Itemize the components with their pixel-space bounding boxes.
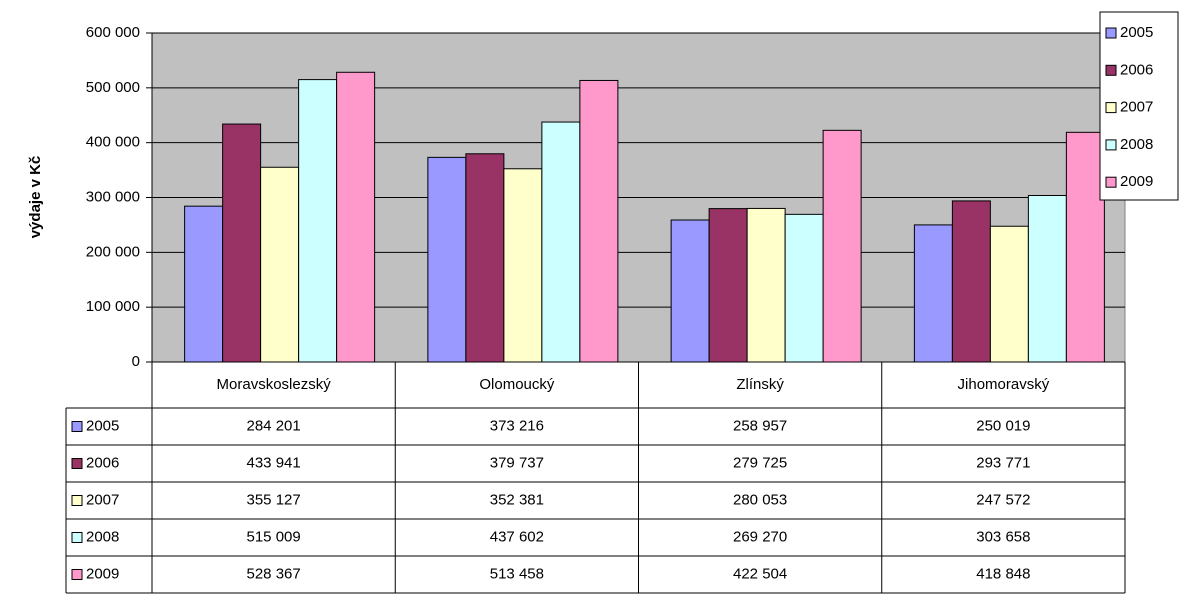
table-value: 437 602: [490, 528, 544, 545]
table-legend-key: [71, 421, 83, 432]
legend-label: 2009: [1120, 173, 1153, 190]
table-value: 418 848: [976, 565, 1030, 582]
table-value: 379 737: [490, 454, 544, 471]
bar: [708, 208, 748, 363]
table-value: 258 957: [733, 417, 787, 434]
legend-key: [1105, 102, 1117, 114]
table-series-label: 2006: [86, 454, 119, 471]
legend-key: [1105, 64, 1117, 76]
bar: [989, 225, 1029, 363]
bar: [822, 129, 862, 363]
x-tick-label: Moravskoslezský: [217, 376, 332, 393]
bar: [503, 168, 543, 363]
bar: [913, 224, 953, 363]
x-tick-label: Jihomoravský: [958, 376, 1050, 393]
legend-label: 2007: [1120, 99, 1153, 116]
bar: [670, 219, 710, 363]
bar: [298, 79, 338, 363]
table-value: 355 127: [247, 491, 301, 508]
y-tick-label: 200 000: [86, 243, 140, 260]
table-legend-key: [71, 458, 83, 469]
y-tick-label: 300 000: [86, 188, 140, 205]
y-tick-label: 400 000: [86, 134, 140, 151]
y-axis-label: výdaje v Kč: [27, 156, 44, 239]
y-tick-label: 100 000: [86, 298, 140, 315]
legend-key: [1105, 176, 1117, 188]
table-value: 247 572: [976, 491, 1030, 508]
bar: [465, 153, 505, 363]
table-value: 303 658: [976, 528, 1030, 545]
table-value: 284 201: [247, 417, 301, 434]
table-legend-key: [71, 532, 83, 543]
y-tick-label: 600 000: [86, 24, 140, 41]
table-value: 373 216: [490, 417, 544, 434]
bar: [541, 121, 581, 363]
legend-key: [1105, 27, 1117, 39]
legend-key: [1105, 139, 1117, 151]
legend-label: 2008: [1120, 136, 1153, 153]
legend-box: [1099, 11, 1179, 201]
y-tick-label: 500 000: [86, 79, 140, 96]
table-value: 352 381: [490, 491, 544, 508]
table-value: 279 725: [733, 454, 787, 471]
bar: [1065, 131, 1105, 363]
table-value: 433 941: [247, 454, 301, 471]
table-legend-key: [71, 569, 83, 580]
bar: [336, 71, 376, 363]
bar: [784, 213, 824, 363]
table-series-label: 2008: [86, 528, 119, 545]
bar: [222, 123, 262, 363]
bar: [746, 207, 786, 363]
table-value: 293 771: [976, 454, 1030, 471]
table-value: 513 458: [490, 565, 544, 582]
bar: [1027, 194, 1067, 363]
table-value: 422 504: [733, 565, 787, 582]
y-tick-label: 0: [132, 353, 140, 370]
legend-label: 2006: [1120, 61, 1153, 78]
table-value: 269 270: [733, 528, 787, 545]
table-series-label: 2009: [86, 565, 119, 582]
x-tick-label: Olomoucký: [479, 376, 555, 393]
bar: [184, 205, 224, 363]
table-series-label: 2005: [86, 417, 119, 434]
bar: [579, 79, 619, 363]
table-value: 250 019: [976, 417, 1030, 434]
table-value: 515 009: [247, 528, 301, 545]
table-legend-key: [71, 495, 83, 506]
bar: [427, 156, 467, 363]
legend-label: 2005: [1120, 24, 1153, 41]
table-value: 280 053: [733, 491, 787, 508]
table-series-label: 2007: [86, 491, 119, 508]
bar: [951, 200, 991, 363]
x-tick-label: Zlínský: [736, 376, 784, 393]
bar: [260, 166, 300, 363]
table-value: 528 367: [247, 565, 301, 582]
